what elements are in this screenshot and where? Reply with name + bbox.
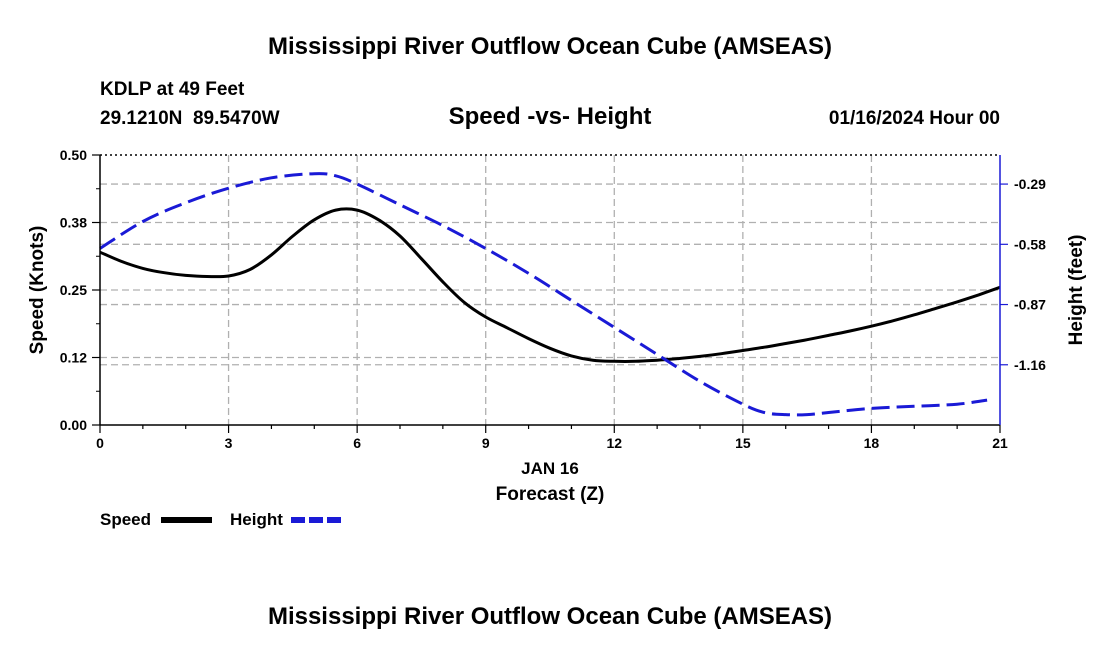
x-axis-label: Forecast (Z) xyxy=(496,484,605,505)
y-tick-label: 0.38 xyxy=(60,215,87,231)
coordinates-label: 29.1210N 89.5470W xyxy=(100,108,280,129)
series-lines xyxy=(99,172,1001,417)
legend: Speed Height xyxy=(100,510,342,529)
y2-tick-label: -0.29 xyxy=(1014,176,1046,192)
x-tick-label: 6 xyxy=(353,435,361,451)
legend-label-speed: Speed xyxy=(100,510,151,529)
y2-axis-ticks: -0.29 -0.58 -0.87 -1.16 xyxy=(1000,176,1046,373)
y-tick-label: 0.12 xyxy=(60,350,87,366)
x-tick-label: 12 xyxy=(606,435,622,451)
chart-title: Mississippi River Outflow Ocean Cube (AM… xyxy=(268,33,832,60)
y-tick-label: 0.25 xyxy=(60,282,87,298)
legend-label-height: Height xyxy=(230,510,283,529)
x-tick-label: 18 xyxy=(864,435,880,451)
footer-title: Mississippi River Outflow Ocean Cube (AM… xyxy=(268,603,832,630)
x-tick-label: 0 xyxy=(96,435,104,451)
y-tick-label: 0.00 xyxy=(60,417,87,433)
x-tick-label: 3 xyxy=(225,435,233,451)
series-line-speed xyxy=(99,207,1001,363)
x-date-label: JAN 16 xyxy=(521,459,579,478)
grid xyxy=(100,155,1000,425)
chart-subtitle: Speed -vs- Height xyxy=(449,103,652,130)
x-tick-label: 21 xyxy=(992,435,1008,451)
y2-tick-label: -1.16 xyxy=(1014,357,1046,373)
station-label: KDLP at 49 Feet xyxy=(100,79,245,100)
x-tick-label: 9 xyxy=(482,435,490,451)
y2-tick-label: -0.58 xyxy=(1014,236,1046,252)
y-axis-label: Speed (Knots) xyxy=(27,226,48,355)
y2-axis-label: Height (feet) xyxy=(1066,235,1087,346)
x-tick-label: 15 xyxy=(735,435,751,451)
datetime-label: 01/16/2024 Hour 00 xyxy=(829,108,1000,129)
y-tick-label: 0.50 xyxy=(60,147,87,163)
y2-tick-label: -0.87 xyxy=(1014,297,1046,313)
x-axis-ticks: 0 3 6 9 12 15 18 21 xyxy=(96,425,1008,451)
series-line-height xyxy=(99,172,988,417)
y-axis-ticks: 0.00 0.12 0.25 0.38 0.50 xyxy=(60,147,100,433)
